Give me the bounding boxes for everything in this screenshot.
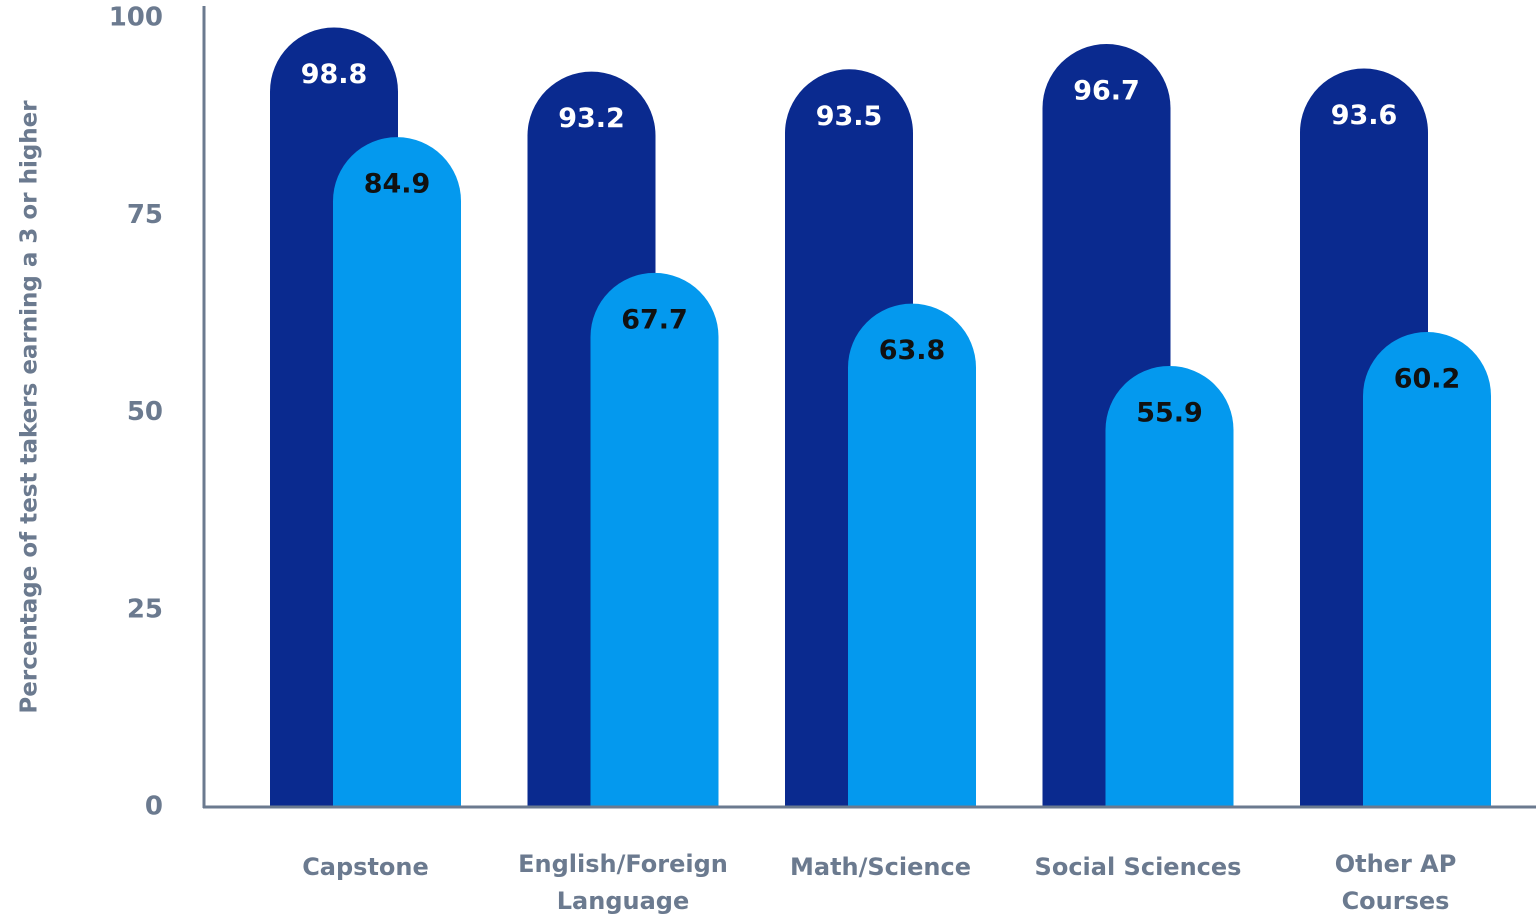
y-tick-label-0: 0	[145, 792, 163, 822]
value-label-series2-4: 60.2	[1394, 364, 1461, 395]
value-label-series1-2: 93.5	[816, 101, 883, 132]
bar-series2-1	[590, 272, 719, 807]
category-label-0: Capstone	[302, 853, 429, 881]
y-axis-ticks: 0 25 50 75 100	[109, 3, 163, 822]
y-axis-title-group: Percentage of test takers earning a 3 or…	[17, 100, 43, 714]
value-label-series2-2: 63.8	[879, 335, 946, 366]
bar-series2-2	[848, 303, 976, 807]
bar-series2-3	[1105, 365, 1234, 807]
value-labels: 98.8 84.9 93.2 67.7 93.5 63.8 96.7 55.9 93.6 60.2	[301, 59, 1461, 428]
value-label-series1-1: 93.2	[558, 103, 625, 134]
category-label-4-line2: Courses	[1342, 887, 1450, 915]
value-label-series2-1: 67.7	[621, 304, 688, 335]
category-label-4-line1: Other AP	[1335, 850, 1457, 878]
y-axis-title: Percentage of test takers earning a 3 or…	[17, 100, 43, 714]
value-label-series1-4: 93.6	[1331, 100, 1398, 131]
category-label-1-line2: Language	[557, 887, 690, 915]
bar-series2-0	[333, 137, 461, 807]
category-label-1-line1: English/Foreign	[518, 850, 728, 878]
y-tick-label-25: 25	[127, 594, 163, 624]
category-label-2: Math/Science	[790, 853, 971, 881]
axes	[202, 6, 1536, 809]
value-label-series2-0: 84.9	[364, 169, 431, 200]
value-label-series2-3: 55.9	[1136, 397, 1203, 428]
value-label-series1-3: 96.7	[1073, 76, 1140, 107]
bars	[270, 27, 1491, 808]
category-label-3: Social Sciences	[1035, 853, 1242, 881]
y-tick-label-100: 100	[109, 3, 163, 33]
category-labels: Capstone English/Foreign Language Math/Scie…	[302, 850, 1456, 915]
y-tick-label-50: 50	[127, 397, 163, 427]
value-label-series1-0: 98.8	[301, 59, 368, 90]
y-tick-label-75: 75	[127, 200, 163, 230]
bar-series2-4	[1363, 332, 1491, 807]
